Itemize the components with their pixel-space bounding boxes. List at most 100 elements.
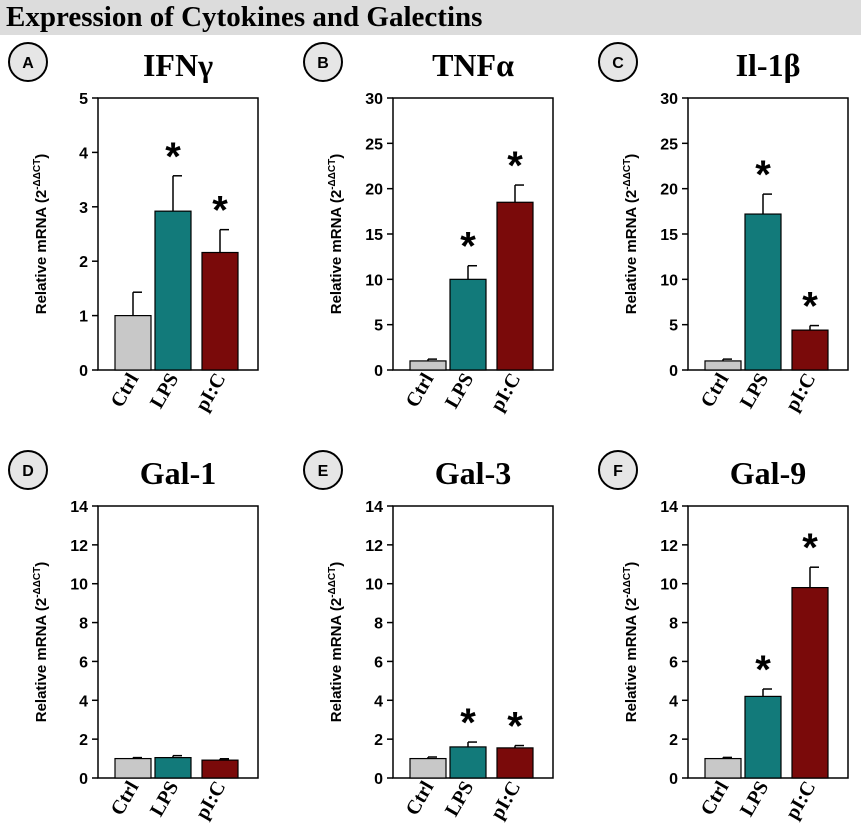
- x-category-label: LPS: [441, 370, 478, 413]
- y-tick-label: 14: [70, 499, 88, 516]
- bar-lps: [154, 756, 192, 779]
- y-tick-label: 10: [365, 577, 383, 594]
- y-tick-label: 8: [669, 616, 678, 633]
- y-tick-label: 6: [79, 654, 88, 671]
- bar-pic: [201, 759, 239, 779]
- y-axis-label: Relative mRNA (2-ΔΔCT): [327, 562, 345, 723]
- x-category-label: pI:C: [191, 778, 230, 824]
- y-tick-label: 25: [660, 136, 678, 153]
- bar-ctrl: [114, 757, 152, 779]
- y-axis-label-sup: -ΔΔCT: [32, 567, 43, 598]
- y-axis-label: Relative mRNA (2-ΔΔCT): [32, 154, 50, 315]
- bar-ctrl: [114, 315, 152, 371]
- significance-asterisk: *: [802, 285, 818, 329]
- y-tick-label: 2: [374, 732, 383, 749]
- y-tick-label: 4: [79, 693, 88, 710]
- x-category-label: pI:C: [191, 370, 230, 416]
- x-category-label: pI:C: [486, 778, 525, 824]
- significance-asterisk: *: [507, 705, 523, 749]
- y-axis-label: Relative mRNA (2-ΔΔCT): [622, 154, 640, 315]
- bar-pic: [496, 747, 534, 779]
- y-tick-label: 15: [365, 227, 383, 244]
- y-tick-label: 8: [79, 616, 88, 633]
- y-tick-label: 30: [365, 91, 383, 108]
- y-axis-label-sup: -ΔΔCT: [622, 567, 633, 598]
- y-tick-label: 15: [660, 227, 678, 244]
- y-tick-label: 12: [70, 538, 88, 555]
- chart-panel-d: D Gal-1 0 2 4 6 8 10 12 14 Relative mRNA (2-ΔΔCT) C…: [8, 450, 259, 824]
- y-axis-label-end: ): [328, 562, 345, 567]
- panel-letter: F: [613, 463, 623, 480]
- y-axis-label-sup: -ΔΔCT: [32, 159, 43, 190]
- y-axis-label: Relative mRNA (2-ΔΔCT): [327, 154, 345, 315]
- y-tick-label: 25: [365, 136, 383, 153]
- significance-asterisk: *: [460, 225, 476, 269]
- y-axis-label-sup: -ΔΔCT: [327, 567, 338, 598]
- x-category-label: Ctrl: [107, 777, 144, 819]
- y-tick-label: 0: [374, 771, 383, 788]
- chart-panel-b: B TNFα 0 5 10 15 20 25 30 Relative mRNA (2-ΔΔCT) C…: [303, 42, 554, 416]
- y-tick-label: 12: [365, 538, 383, 555]
- y-axis-label-main: Relative mRNA (2: [328, 190, 345, 314]
- bar-ctrl: [409, 757, 447, 779]
- y-tick-label: 10: [70, 577, 88, 594]
- y-tick-label: 0: [669, 771, 678, 788]
- y-axis-label-end: ): [328, 154, 345, 159]
- chart-title: TNFα: [432, 47, 514, 83]
- significance-asterisk: *: [165, 135, 181, 179]
- y-tick-label: 10: [660, 577, 678, 594]
- significance-asterisk: *: [755, 153, 771, 197]
- y-axis-label-end: ): [623, 562, 640, 567]
- x-category-label: LPS: [736, 778, 773, 821]
- panel-letter-badge: [303, 450, 343, 490]
- y-tick-label: 12: [660, 538, 678, 555]
- bar-lps: [744, 695, 782, 779]
- panel-letter: A: [22, 55, 34, 72]
- y-tick-label: 0: [79, 363, 88, 380]
- y-tick-label: 0: [79, 771, 88, 788]
- y-tick-label: 8: [374, 616, 383, 633]
- y-tick-label: 2: [79, 732, 88, 749]
- y-tick-label: 30: [660, 91, 678, 108]
- significance-asterisk: *: [212, 189, 228, 233]
- x-category-label: pI:C: [486, 370, 525, 416]
- bar-ctrl: [704, 360, 742, 371]
- y-tick-label: 10: [365, 272, 383, 289]
- x-category-label: Ctrl: [107, 369, 144, 411]
- y-tick-label: 14: [365, 499, 383, 516]
- bar-pic: [791, 586, 829, 779]
- panel-letter-badge: [8, 450, 48, 490]
- bar-lps: [744, 213, 782, 371]
- chart-title: IFNγ: [143, 47, 213, 83]
- x-category-label: LPS: [736, 370, 773, 413]
- y-tick-label: 20: [660, 182, 678, 199]
- panel-letter: B: [317, 55, 329, 72]
- y-tick-label: 5: [374, 318, 383, 335]
- y-tick-label: 20: [365, 182, 383, 199]
- plot-frame: [97, 505, 259, 779]
- significance-asterisk: *: [802, 526, 818, 570]
- y-axis-label-end: ): [33, 154, 50, 159]
- panel-letter: E: [318, 463, 329, 480]
- x-category-label: Ctrl: [697, 777, 734, 819]
- panel-letter: D: [22, 463, 34, 480]
- x-category-label: Ctrl: [697, 369, 734, 411]
- y-tick-label: 2: [669, 732, 678, 749]
- panel-letter-badge: [598, 42, 638, 82]
- figure-title: Expression of Cytokines and Galectins: [6, 1, 483, 33]
- y-axis-label: Relative mRNA (2-ΔΔCT): [622, 562, 640, 723]
- panel-letter-badge: [598, 450, 638, 490]
- y-tick-label: 2: [79, 254, 88, 271]
- x-category-label: pI:C: [781, 778, 820, 824]
- x-category-label: LPS: [441, 778, 478, 821]
- bar-pic: [201, 251, 239, 371]
- y-axis-label: Relative mRNA (2-ΔΔCT): [32, 562, 50, 723]
- bar-lps: [449, 746, 487, 779]
- bar-pic: [791, 329, 829, 371]
- y-tick-label: 3: [79, 200, 88, 217]
- panel-letter: C: [612, 55, 624, 72]
- y-tick-label: 4: [669, 693, 678, 710]
- y-tick-label: 4: [374, 693, 383, 710]
- y-axis-label-main: Relative mRNA (2: [623, 190, 640, 314]
